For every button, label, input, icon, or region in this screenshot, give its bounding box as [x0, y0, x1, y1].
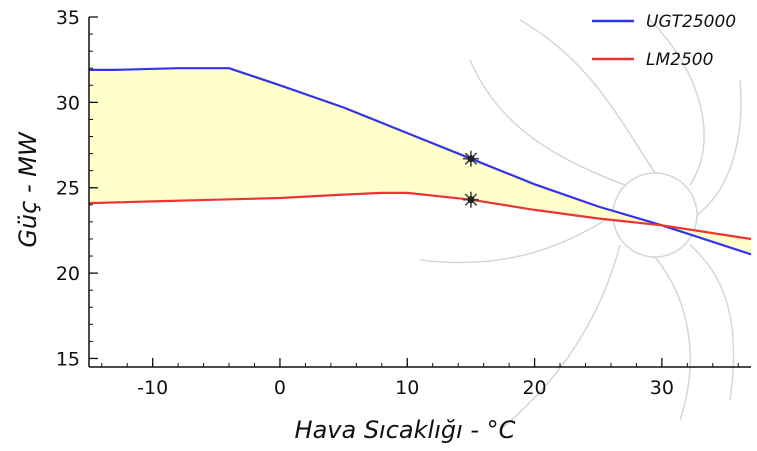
- fill-between-area: [89, 68, 751, 255]
- data-marker-1: [462, 150, 479, 167]
- x-tick-label: -10: [137, 377, 168, 399]
- legend-label-2: LM2500: [646, 50, 713, 70]
- x-axis-label: Hava Sıcaklığı - °C: [295, 416, 516, 444]
- data-marker-2: [462, 191, 479, 208]
- x-tick-label: 10: [395, 377, 419, 399]
- y-tick-label: 25: [56, 178, 80, 200]
- turbine-background-sketch: [419, 19, 742, 431]
- x-tick-label: 0: [274, 377, 286, 399]
- x-tick-label: 30: [650, 377, 674, 399]
- y-tick-label: 30: [56, 92, 80, 114]
- x-tick-label: 20: [522, 377, 546, 399]
- series-line-1: [89, 67, 752, 256]
- y-tick-label: 20: [56, 263, 80, 285]
- marker-layer: [462, 150, 479, 208]
- legend: UGT25000 LM2500: [592, 12, 736, 70]
- y-axis-label: Güç - MW: [14, 131, 42, 248]
- y-tick-label: 15: [56, 348, 80, 370]
- plot-area: [88, 67, 752, 256]
- series-layer: [88, 67, 752, 256]
- series-line-2: [88, 191, 752, 241]
- legend-label-1: UGT25000: [646, 12, 736, 32]
- axes: -10 0 10 20 30 15 20 25 30 35: [56, 7, 751, 399]
- y-tick-label: 35: [56, 7, 80, 29]
